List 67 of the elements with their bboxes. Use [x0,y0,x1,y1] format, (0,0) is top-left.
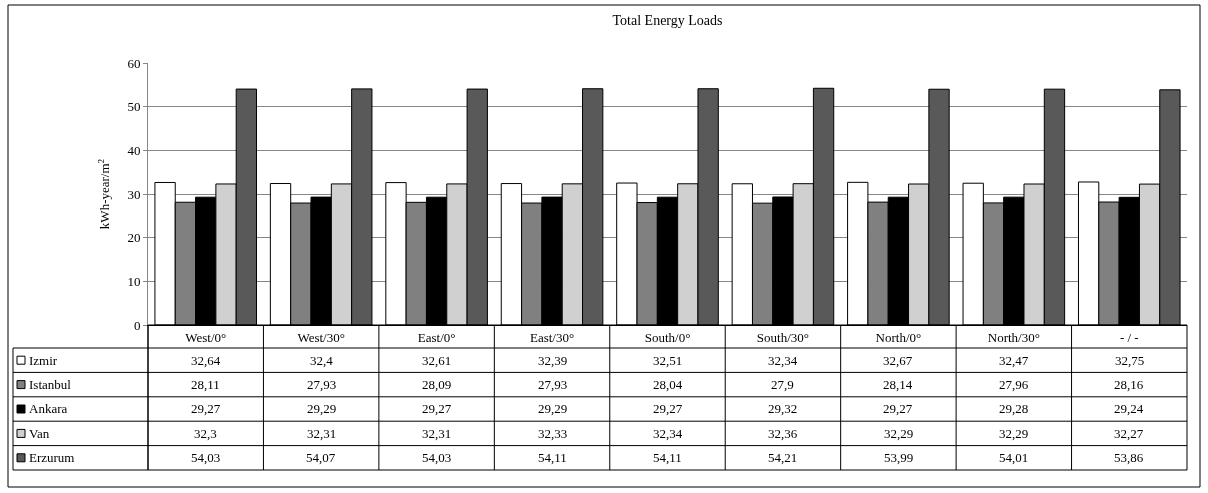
data-label: 27,9 [771,377,794,392]
y-tick-label: 20 [127,230,141,246]
data-label: 27,93 [538,377,568,392]
legend-label: Erzurum [29,450,75,465]
legend-label: Ankara [29,401,68,416]
data-label: 54,01 [999,450,1029,465]
data-label: 29,27 [883,401,913,416]
data-label: 32,29 [999,426,1029,441]
legend-label: Van [29,426,50,441]
data-label: 54,07 [306,450,336,465]
x-tick-label: South/0° [644,329,691,345]
data-label: 29,27 [422,401,452,416]
y-tick-label: 60 [127,55,141,71]
data-label: 27,96 [999,377,1029,392]
data-label: 29,28 [999,401,1029,416]
legend-label: Izmir [29,353,58,368]
data-label: 29,27 [653,401,683,416]
data-label: 54,03 [191,450,221,465]
data-label: 32,67 [883,353,913,368]
data-label: 32,39 [538,353,568,368]
data-label: 32,51 [653,353,683,368]
data-label: 32,31 [307,426,337,441]
data-label: 32,3 [194,426,217,441]
data-label: 32,47 [999,353,1029,368]
y-tick-label: 40 [127,142,141,158]
data-label: 32,29 [884,426,914,441]
data-label: 32,61 [422,353,452,368]
data-label: 32,75 [1115,353,1145,368]
data-label: 54,03 [422,450,452,465]
data-label: 29,24 [1114,401,1144,416]
y-tick-label: 10 [127,273,141,289]
data-label: 28,14 [883,377,913,392]
data-label: 32,27 [1114,426,1144,441]
data-label: 54,11 [653,450,682,465]
data-label: 29,29 [307,401,337,416]
data-label: 53,99 [884,450,914,465]
data-label: 32,33 [538,426,568,441]
data-label: 27,93 [307,377,337,392]
data-label: 29,27 [191,401,221,416]
x-tick-label: North/0° [875,329,922,345]
data-label: 28,09 [422,377,452,392]
data-label: 32,64 [191,353,221,368]
data-label: 54,21 [768,450,798,465]
y-tick-label: 0 [133,317,141,333]
x-tick-label: - / - [1119,329,1139,345]
x-tick-label: East/0° [417,329,456,345]
data-label: 32,31 [422,426,452,441]
chart-title: Total Energy Loads [612,12,723,28]
x-tick-label: West/30° [297,329,345,345]
legend-label: Istanbul [29,377,72,392]
y-tick-label: 30 [127,186,141,202]
data-label: 29,32 [768,401,798,416]
data-label: 53,86 [1114,450,1144,465]
data-label: 32,34 [653,426,683,441]
y-tick-label: 50 [127,99,141,115]
data-label: 32,34 [768,353,798,368]
data-label: 54,11 [538,450,567,465]
data-label: 28,16 [1114,377,1144,392]
data-label: 32,4 [310,353,334,368]
data-label: 29,29 [538,401,568,416]
data-label: 28,11 [191,377,220,392]
x-tick-label: South/30° [756,329,810,345]
data-label: 32,36 [768,426,798,441]
x-tick-label: West/0° [185,329,227,345]
x-tick-label: North/30° [987,329,1040,345]
x-tick-label: East/30° [529,329,575,345]
data-label: 28,04 [653,377,683,392]
